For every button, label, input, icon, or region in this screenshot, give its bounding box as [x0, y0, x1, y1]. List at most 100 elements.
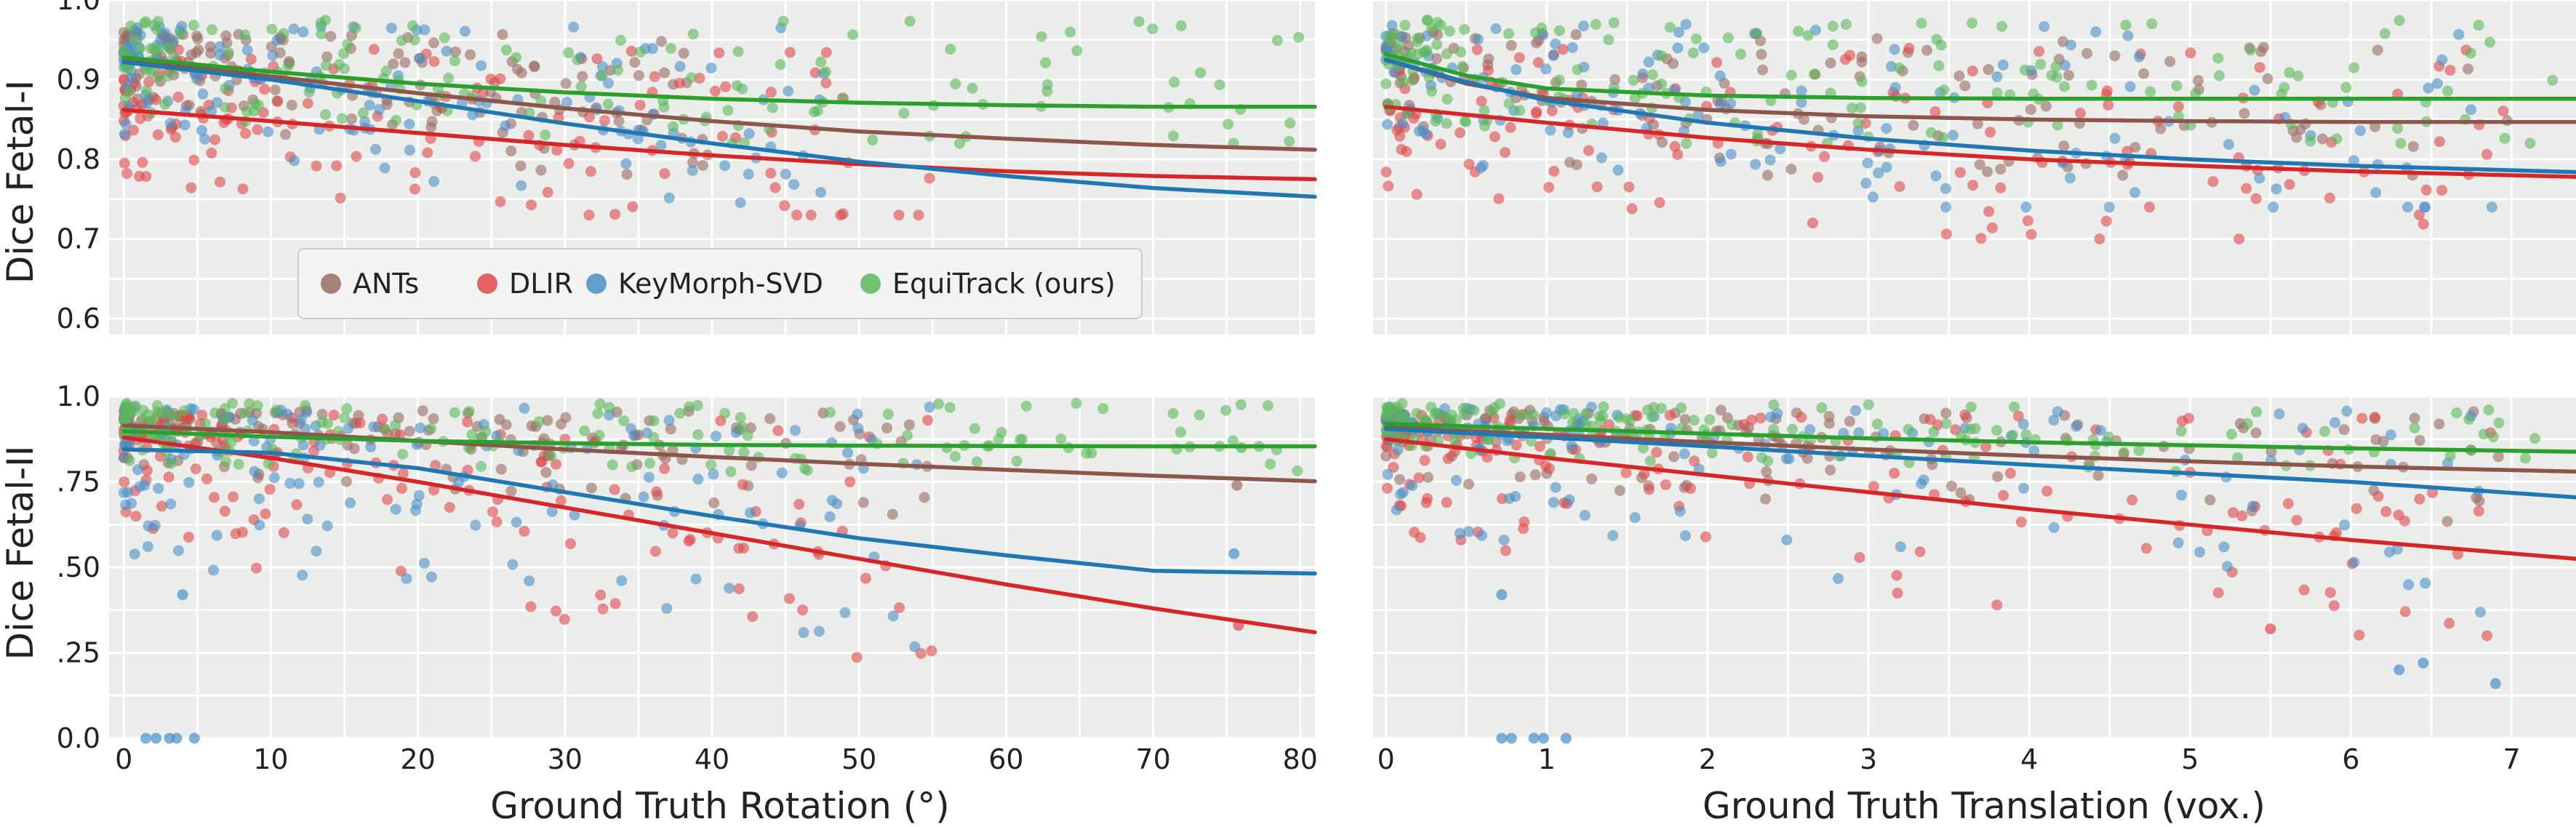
y-axis-label-top: Dice Fetal-I [0, 80, 41, 284]
scatter-point-dlir [2436, 185, 2448, 196]
scatter-point-ants [834, 421, 846, 432]
scatter-point-keymorph-svd [1382, 468, 1393, 480]
scatter-point-dlir [1493, 193, 1505, 204]
scatter-point-ants [465, 49, 476, 60]
scatter-point-keymorph-svd [2133, 51, 2145, 63]
scatter-point-equitrack-ours [315, 17, 327, 28]
scatter-point-keymorph-svd [214, 49, 225, 60]
scatter-point-keymorph-svd [134, 481, 145, 492]
scatter-point-equitrack-ours [1608, 17, 1620, 28]
scatter-point-equitrack-ours [809, 106, 820, 118]
scatter-point-dlir [556, 495, 567, 506]
scatter-point-dlir [2324, 192, 2335, 204]
scatter-point-dlir [784, 47, 796, 58]
scatter-point-dlir [2236, 510, 2248, 522]
scatter-point-equitrack-ours [648, 415, 660, 427]
x-tick-label: 70 [1135, 743, 1170, 775]
scatter-point-keymorph-svd [1463, 526, 1474, 538]
scatter-point-keymorph-svd [1692, 109, 1704, 121]
scatter-point-dlir [2041, 485, 2053, 497]
scatter-point-dlir [584, 111, 595, 123]
scatter-point-equitrack-ours [1793, 25, 1804, 37]
scatter-point-dlir [609, 598, 621, 610]
scatter-point-equitrack-ours [466, 429, 478, 441]
scatter-point-keymorph-svd [1597, 117, 1609, 129]
scatter-point-ants [659, 67, 671, 79]
scatter-point-dlir [237, 183, 249, 195]
scatter-point-ants [1757, 64, 1769, 76]
scatter-point-dlir [737, 479, 748, 490]
scatter-point-keymorph-svd [561, 97, 572, 108]
scatter-point-dlir [1546, 105, 1558, 116]
scatter-point-dlir [1603, 419, 1615, 431]
legend-marker-keymorph [586, 273, 607, 294]
scatter-point-ants [346, 113, 358, 124]
scatter-point-equitrack-ours [449, 407, 460, 418]
scatter-point-dlir [1557, 44, 1569, 55]
scatter-point-keymorph-svd [604, 409, 615, 421]
scatter-point-equitrack-ours [1688, 415, 1700, 426]
scatter-point-equitrack-ours [2520, 452, 2531, 464]
scatter-point-equitrack-ours [1412, 36, 1423, 48]
scatter-point-keymorph-svd [2420, 578, 2431, 589]
scatter-point-keymorph-svd [2341, 405, 2353, 417]
scatter-point-ants [560, 78, 572, 89]
scatter-point-keymorph-svd [596, 61, 608, 73]
scatter-point-ants [2040, 100, 2052, 112]
scatter-point-equitrack-ours [1553, 25, 1565, 36]
scatter-point-keymorph-svd [1889, 44, 1900, 55]
x-tick-label: 5 [2181, 743, 2199, 775]
scatter-point-ants [449, 46, 461, 57]
scatter-point-equitrack-ours [2529, 433, 2540, 444]
scatter-point-dlir [134, 170, 145, 182]
scatter-point-keymorph-svd [1997, 59, 2009, 71]
scatter-point-keymorph-svd [142, 540, 153, 552]
scatter-point-equitrack-ours [732, 46, 744, 57]
scatter-point-dlir [398, 468, 409, 479]
scatter-point-keymorph-svd [1548, 497, 1559, 508]
scatter-point-equitrack-ours [129, 33, 140, 45]
scatter-point-equitrack-ours [1041, 85, 1053, 97]
scatter-point-keymorph-svd [470, 519, 481, 531]
scatter-point-keymorph-svd [924, 401, 935, 413]
scatter-point-keymorph-svd [2247, 500, 2258, 512]
scatter-point-keymorph-svd [1679, 448, 1690, 460]
scatter-point-dlir [716, 131, 728, 142]
scatter-point-keymorph-svd [1672, 42, 1684, 54]
scatter-point-equitrack-ours [705, 459, 717, 471]
scatter-point-dlir [1463, 159, 1475, 170]
scatter-point-keymorph-svd [516, 180, 527, 191]
scatter-point-dlir [1660, 479, 1671, 490]
scatter-point-ants [535, 164, 547, 176]
scatter-point-ants [1823, 411, 1835, 422]
scatter-point-dlir [835, 209, 847, 221]
scatter-point-keymorph-svd [1860, 177, 1872, 189]
scatter-point-equitrack-ours [1097, 403, 1109, 415]
scatter-point-equitrack-ours [1292, 466, 1303, 476]
scatter-point-dlir [2473, 506, 2484, 517]
scatter-point-keymorph-svd [1578, 20, 1589, 32]
scatter-point-keymorph-svd [1537, 732, 1549, 744]
scatter-point-dlir [820, 77, 832, 89]
scatter-point-dlir [627, 201, 639, 212]
scatter-point-keymorph-svd [425, 571, 437, 583]
scatter-point-equitrack-ours [1706, 447, 1718, 459]
scatter-point-keymorph-svd [798, 627, 809, 639]
scatter-point-ants [2414, 435, 2425, 447]
scatter-point-keymorph-svd [643, 471, 655, 483]
scatter-point-keymorph-svd [1781, 453, 1793, 465]
fit-line-equitrack-ours [1383, 421, 2576, 454]
scatter-point-ants [678, 47, 689, 59]
scatter-point-equitrack-ours [1894, 63, 1905, 73]
scatter-point-equitrack-ours [282, 60, 294, 72]
scatter-point-equitrack-ours [615, 35, 626, 46]
scatter-point-ants [857, 497, 869, 508]
x-tick-label: 40 [695, 743, 729, 775]
scatter-point-equitrack-ours [1536, 23, 1548, 33]
scatter-point-equitrack-ours [735, 412, 746, 423]
scatter-point-keymorph-svd [2194, 546, 2206, 558]
scatter-point-dlir [844, 476, 856, 487]
scatter-point-equitrack-ours [592, 408, 604, 420]
scatter-point-equitrack-ours [1457, 60, 1468, 72]
scatter-point-equitrack-ours [1426, 85, 1438, 97]
